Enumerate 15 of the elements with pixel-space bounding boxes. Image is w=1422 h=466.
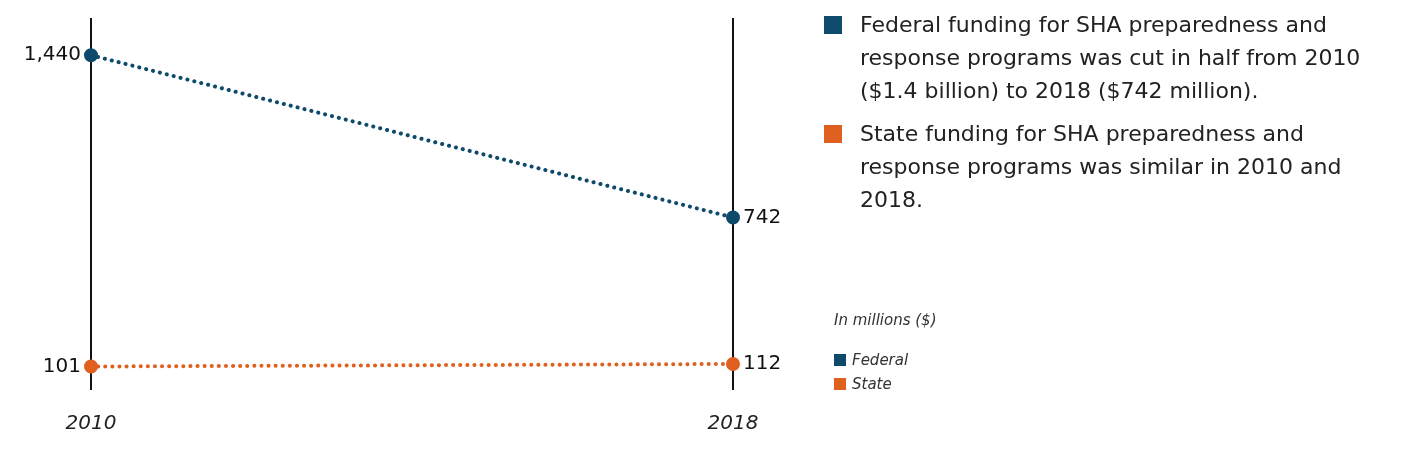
x-tick-label: 2018 <box>707 410 759 435</box>
point <box>726 356 740 371</box>
point <box>84 48 98 63</box>
legend-label: State <box>852 375 892 393</box>
point <box>726 210 740 225</box>
x-tick-label: 2010 <box>65 410 117 435</box>
data-label: 112 <box>743 350 782 375</box>
annotation: State funding for SHA preparedness and response programs was similar in 2010 and 2018. <box>860 120 1343 214</box>
legend-label: Federal <box>852 351 909 369</box>
data-label: 742 <box>743 203 782 228</box>
legend-title: In millions ($) <box>834 311 938 329</box>
data-label: 101 <box>42 352 81 377</box>
annotation: Federal funding for SHA preparedness and response programs was cut in half from 2010 ($1.4 billion) to 2018 ($742 million). <box>860 11 1362 105</box>
point <box>84 359 98 374</box>
data-label: 1,440 <box>23 41 81 66</box>
